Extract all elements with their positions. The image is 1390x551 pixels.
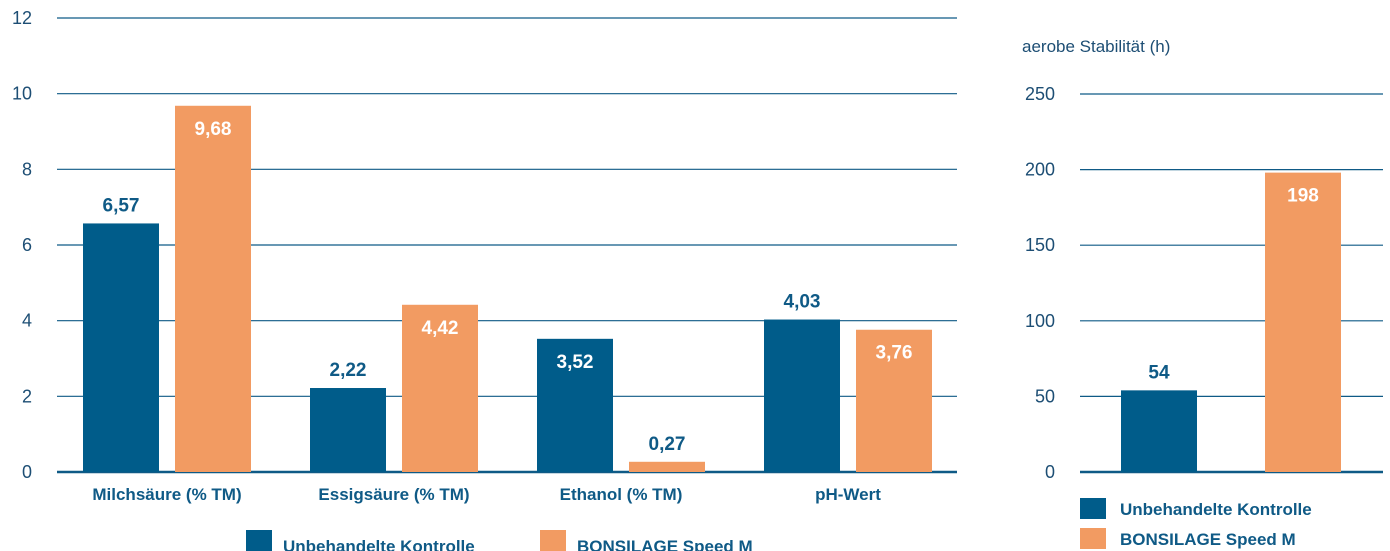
data-label: 9,68: [195, 119, 232, 140]
data-label: 2,22: [330, 360, 367, 381]
bar-product: [856, 329, 932, 472]
x-category-label: Essigsäure (% TM): [318, 485, 469, 504]
y-tick-label: 250: [1025, 84, 1055, 104]
legend-label: BONSILAGE Speed M: [1120, 530, 1296, 549]
y-axis-title: aerobe Stabilität (h): [1022, 37, 1170, 56]
y-tick-label: 6: [22, 235, 32, 255]
y-tick-label: 100: [1025, 311, 1055, 331]
y-tick-label: 50: [1035, 386, 1055, 406]
data-label: 3,52: [557, 352, 594, 373]
y-tick-label: 0: [1045, 462, 1055, 482]
data-label: 3,76: [876, 343, 913, 364]
chart-2: aerobe Stabilität (h) 0 50 100 150 200 250 54 19…: [1022, 37, 1383, 482]
y-tick-label: 10: [12, 84, 32, 104]
y-tick-label: 2: [22, 386, 32, 406]
data-label: 198: [1287, 186, 1319, 207]
data-label: 0,27: [649, 434, 686, 455]
data-label: 6,57: [103, 195, 140, 216]
legend-swatch: [246, 530, 272, 551]
x-category-label: Ethanol (% TM): [560, 485, 683, 504]
bar-product: [1265, 172, 1341, 472]
data-label: 54: [1148, 362, 1170, 383]
legend-swatch: [1080, 498, 1106, 519]
y-tick-label: 8: [22, 159, 32, 179]
y-tick-label: 150: [1025, 235, 1055, 255]
data-label: 4,42: [422, 318, 459, 339]
y-tick-label: 4: [22, 311, 32, 331]
bar-product: [402, 304, 478, 472]
bar-product: [175, 105, 251, 473]
legend-chart-1: Unbehandelte Kontrolle BONSILAGE Speed M: [246, 530, 753, 551]
bar-control: [83, 223, 159, 472]
legend-label: Unbehandelte Kontrolle: [283, 537, 475, 551]
legend-label: Unbehandelte Kontrolle: [1120, 500, 1312, 519]
y-tick-label: 12: [12, 8, 32, 28]
y-tick-label: 0: [22, 462, 32, 482]
data-label: 4,03: [784, 292, 821, 313]
bar-control: [310, 388, 386, 472]
chart-1: 0 2 4 6 8 10 12 6,57 9,68 Milchsäure (% TM) 2,22 4,…: [12, 8, 957, 504]
bar-control: [537, 338, 613, 472]
legend-chart-2: Unbehandelte Kontrolle BONSILAGE Speed M: [1080, 498, 1312, 549]
legend-swatch: [540, 530, 566, 551]
legend-swatch: [1080, 528, 1106, 549]
legend-label: BONSILAGE Speed M: [577, 537, 753, 551]
bar-product: [629, 461, 705, 472]
bar-control: [1121, 390, 1197, 472]
y-tick-label: 200: [1025, 160, 1055, 180]
x-category-label: pH-Wert: [815, 485, 881, 504]
bar-control: [764, 319, 840, 472]
x-category-label: Milchsäure (% TM): [92, 485, 241, 504]
